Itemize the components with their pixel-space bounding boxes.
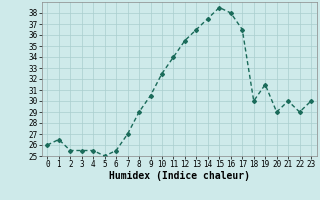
X-axis label: Humidex (Indice chaleur): Humidex (Indice chaleur) (109, 171, 250, 181)
